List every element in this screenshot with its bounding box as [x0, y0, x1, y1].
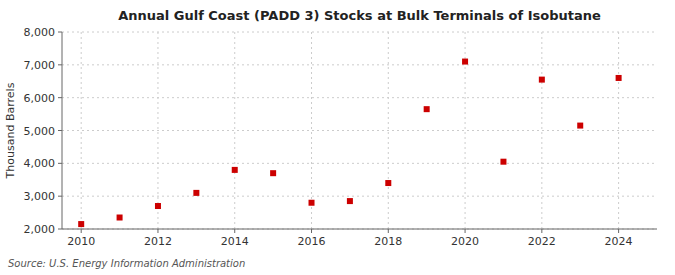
x-tick-label: 2020: [451, 235, 479, 248]
y-grid-line: [62, 64, 657, 65]
point: [347, 198, 353, 204]
y-tick: [58, 130, 62, 131]
y-grid-line: [62, 32, 657, 33]
x-tick-label: 2010: [67, 235, 95, 248]
x-grid-line: [618, 32, 619, 229]
x-tick: [618, 229, 619, 233]
point: [462, 59, 468, 65]
grid: [62, 32, 657, 229]
title: Annual Gulf Coast (PADD 3) Stocks at Bul…: [118, 8, 601, 23]
x-tick: [465, 229, 466, 233]
y-tick-label: 3,000: [24, 190, 56, 203]
point: [193, 190, 199, 196]
y-tick-label: 5,000: [24, 125, 56, 138]
x-tick: [157, 229, 158, 233]
point: [270, 170, 276, 176]
points: [78, 59, 621, 228]
x-tick: [541, 229, 542, 233]
point: [616, 75, 622, 81]
y-axis-label: Thousand Barrels: [4, 82, 17, 179]
point: [117, 215, 123, 221]
x-tick: [234, 229, 235, 233]
point: [424, 106, 430, 112]
x-grid-line: [311, 32, 312, 229]
x-tick-label: 2016: [298, 235, 326, 248]
x-tick: [81, 229, 82, 233]
x-grid-line: [388, 32, 389, 229]
x-tick-label: 2024: [605, 235, 633, 248]
y-tick: [58, 97, 62, 98]
point: [385, 180, 391, 186]
x-grid-line: [234, 32, 235, 229]
y-grid-line: [62, 130, 657, 131]
source-note: Source: U.S. Energy Information Administ…: [8, 258, 245, 269]
point: [78, 221, 84, 227]
y-grid-line: [62, 229, 657, 230]
y-grid-line: [62, 196, 657, 197]
y-tick: [58, 163, 62, 164]
point: [539, 77, 545, 83]
point: [309, 200, 315, 206]
point: [500, 159, 506, 165]
x-grid-line: [157, 32, 158, 229]
chart: 2,000 3,000 4,000 5,000 6,000 7,000 8,000 2010 2…: [0, 0, 675, 275]
x-grid-line: [541, 32, 542, 229]
point: [232, 167, 238, 173]
x-tick-label: 2012: [144, 235, 172, 248]
x-axis-line: [62, 229, 657, 230]
x-tick-label: 2014: [221, 235, 249, 248]
y-tick-label: 4,000: [24, 157, 56, 170]
y-tick: [58, 196, 62, 197]
point: [577, 123, 583, 129]
y-grid-line: [62, 163, 657, 164]
x-grid-line: [81, 32, 82, 229]
y-tick-label: 6,000: [24, 92, 56, 105]
point: [155, 203, 161, 209]
x-tick: [311, 229, 312, 233]
y-tick-label: 7,000: [24, 59, 56, 72]
y-grid-line: [62, 97, 657, 98]
y-tick-label: 2,000: [24, 223, 56, 236]
x-tick-label: 2018: [374, 235, 402, 248]
x-tick: [388, 229, 389, 233]
x-tick-label: 2022: [528, 235, 556, 248]
y-tick: [58, 32, 62, 33]
y-tick: [58, 229, 62, 230]
y-tick-label: 8,000: [24, 26, 56, 39]
y-tick: [58, 64, 62, 65]
